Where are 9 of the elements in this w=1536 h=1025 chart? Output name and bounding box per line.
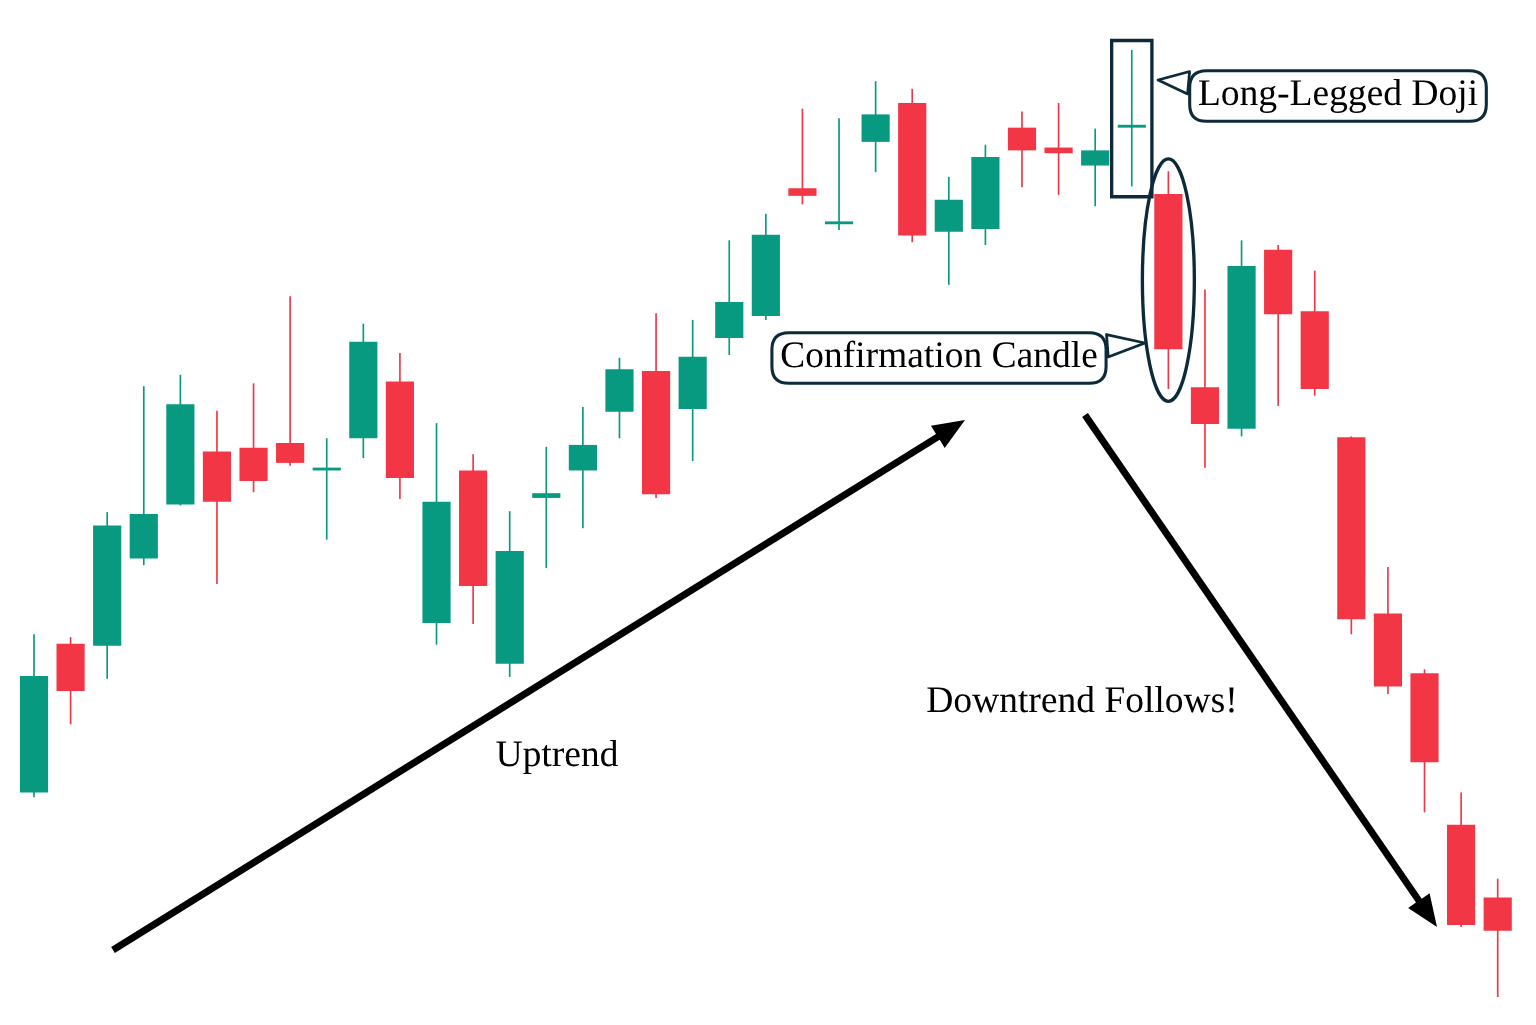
candlestick: [276, 295, 305, 467]
annotation: Uptrend: [496, 740, 618, 774]
candlestick: [532, 445, 561, 569]
candlestick: [1117, 49, 1146, 188]
annotation: Downtrend Follows!: [927, 686, 1234, 713]
annotation: Long-Legged Doji: [1199, 78, 1478, 114]
annotation: Confirmation Candle: [781, 340, 1097, 368]
candlestick: [824, 117, 854, 231]
candlestick: [788, 107, 817, 206]
